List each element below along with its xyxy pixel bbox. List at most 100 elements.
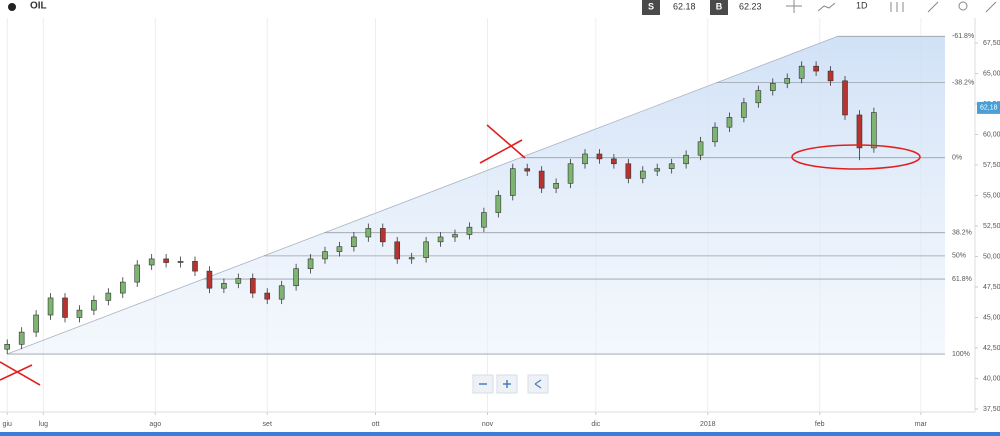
candle-body: [509, 168, 516, 196]
sell-price: 62.18: [673, 1, 696, 11]
background-layer: [6, 18, 945, 415]
cross-mark: [479, 139, 523, 164]
candle-body: [495, 195, 502, 213]
candle-body: [553, 182, 559, 189]
candle-body: [62, 297, 68, 318]
toolbar-bg: [0, 0, 1000, 18]
cross-mark: [0, 364, 33, 381]
candle-body: [47, 297, 54, 316]
buy-button[interactable]: [710, 0, 728, 15]
candle-body: [481, 212, 487, 228]
y-tick-label: 45,00: [983, 314, 1000, 321]
candle-body: [437, 236, 444, 243]
candle-body: [18, 331, 25, 345]
candle-body: [596, 153, 603, 160]
candle-body: [423, 241, 429, 258]
candle-body: [827, 70, 834, 82]
x-tick-label: mar: [915, 421, 928, 428]
fan-area: [7, 36, 945, 355]
candle-body: [192, 261, 198, 272]
candle-body: [712, 126, 718, 143]
candle-body: [697, 141, 704, 156]
x-tick-label: giu: [3, 421, 12, 428]
x-tick-label: 2018: [700, 421, 716, 428]
candle-body: [293, 268, 299, 287]
candle-body: [134, 264, 141, 283]
candle-body: [654, 168, 661, 172]
candle-body: [538, 170, 545, 189]
candle-body: [611, 158, 617, 165]
candle-body: [813, 65, 819, 72]
sell-button[interactable]: [642, 0, 660, 15]
y-tick-label: 50,00: [983, 253, 1000, 260]
buy-label: B: [716, 1, 723, 11]
candle-body: [206, 270, 213, 289]
candle-body: [408, 257, 415, 260]
last-price-label: 62,18: [980, 105, 998, 112]
timeframe[interactable]: 1D: [856, 0, 868, 10]
y-tick-label: 37,50: [983, 406, 1000, 413]
candle-body: [264, 292, 271, 300]
fib-label: 50%: [952, 253, 966, 260]
candle-body: [668, 163, 675, 169]
candles-layer: [4, 61, 877, 355]
candle-body: [466, 226, 473, 235]
x-tick-label: dic: [591, 421, 600, 428]
candle-body: [582, 153, 588, 165]
fib-label: -38.2%: [952, 79, 974, 86]
y-tick-label: 67,50: [983, 40, 1000, 47]
candle-body: [856, 114, 863, 149]
toolbar-icons[interactable]: [786, 0, 997, 13]
symbol-icon: [8, 3, 16, 11]
candle-body: [639, 170, 646, 179]
candle-body: [784, 78, 791, 84]
y-tick-label: 60,00: [983, 131, 1000, 138]
candle-body: [351, 236, 357, 248]
y-tick-label: 47,50: [983, 284, 1000, 291]
buy-price: 62.23: [739, 1, 762, 11]
candle-body: [871, 112, 877, 149]
bottom-bar: [0, 432, 1000, 436]
highlight-ellipse: [791, 144, 921, 170]
candle-body: [394, 241, 401, 260]
fib-label: -61.8%: [952, 33, 974, 40]
candle-body: [741, 102, 747, 118]
y-tick-label: 52,50: [983, 223, 1000, 230]
candle-body: [625, 163, 632, 179]
candle-body: [177, 261, 184, 263]
cross-mark: [0, 361, 41, 386]
candle-body: [235, 278, 242, 284]
cross-mark: [486, 124, 526, 159]
x-tick-label: nov: [482, 421, 494, 428]
candle-body: [148, 258, 155, 266]
candle-body: [322, 251, 328, 260]
x-tick-label: ago: [149, 421, 161, 428]
y-tick-label: 55,00: [983, 192, 1000, 199]
x-tick-label: lug: [39, 421, 48, 428]
fib-label: 100%: [952, 351, 970, 358]
y-tick-label: 42,50: [983, 345, 1000, 352]
toolbar: OIL S 62.18 B 62.23 1D: [0, 0, 1000, 18]
candle-body: [33, 314, 39, 333]
share[interactable]: [527, 374, 549, 394]
share-icon: [534, 379, 542, 389]
candle-body: [365, 228, 372, 238]
candle-body: [726, 117, 733, 128]
candle-body: [524, 168, 531, 172]
fib-label: 0%: [952, 155, 962, 162]
fib-label: 38.2%: [952, 230, 972, 237]
candle-body: [76, 309, 83, 318]
sell-label: S: [648, 1, 654, 11]
plus-icon: [503, 380, 511, 388]
candle-body: [91, 300, 97, 311]
x-tick-label: ott: [372, 421, 380, 428]
y-tick-label: 57,50: [983, 162, 1000, 169]
candle-body: [336, 246, 343, 252]
candle-body: [119, 281, 126, 294]
y-tick-label: 65,00: [983, 70, 1000, 77]
candle-body: [755, 90, 762, 104]
candle-body: [163, 258, 169, 263]
x-tick-label: feb: [815, 421, 825, 428]
candle-body: [842, 80, 848, 116]
